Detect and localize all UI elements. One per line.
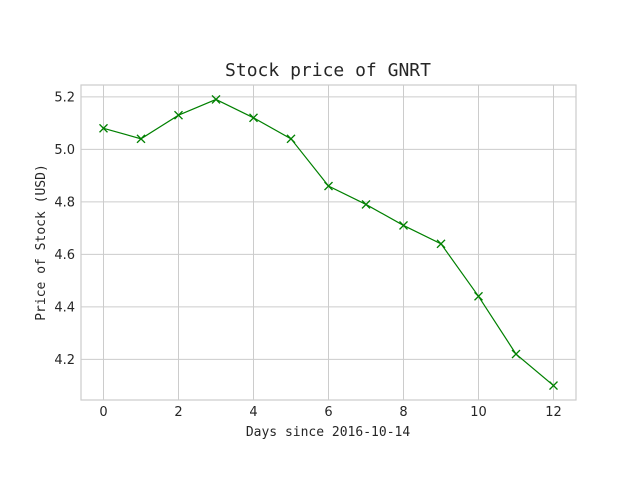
data-point-marker [361,199,371,209]
plot-frame [80,84,577,401]
data-point-marker [436,239,446,249]
y-axis-label: Price of Stock (USD) [34,164,49,321]
series-layer [99,94,558,391]
tick-layer: 0 2 4 6 8 10 12 4.2 4.4 4.6 4.8 5.0 5.2 [54,90,561,420]
grid-layer [81,85,576,400]
x-tick-label: 4 [249,405,257,420]
y-tick-label: 4.4 [54,300,75,315]
data-point-marker [211,94,221,104]
data-point-marker [136,134,146,144]
data-point-marker [249,113,258,123]
data-point-marker [324,181,333,191]
x-tick-label: 12 [545,405,562,420]
data-point-marker [474,291,483,301]
x-tick-label: 0 [99,405,107,420]
x-tick-label: 8 [399,405,407,420]
y-tick-label: 4.2 [54,353,75,368]
x-axis-label: Days since 2016-10-14 [246,425,411,440]
y-tick-label: 5.2 [54,90,75,105]
data-point-marker [549,381,558,391]
chart-title: Stock price of GNRT [225,60,431,81]
y-tick-label: 4.8 [54,195,75,210]
y-tick-label: 5.0 [54,143,75,158]
data-point-marker [286,134,296,144]
data-point-marker [174,110,183,120]
x-tick-label: 6 [324,405,332,420]
data-point-marker [511,349,521,359]
data-point-marker [399,220,408,230]
x-tick-label: 10 [470,405,487,420]
data-point-marker [99,123,108,133]
y-tick-label: 4.6 [54,248,75,263]
x-tick-label: 2 [174,405,182,420]
